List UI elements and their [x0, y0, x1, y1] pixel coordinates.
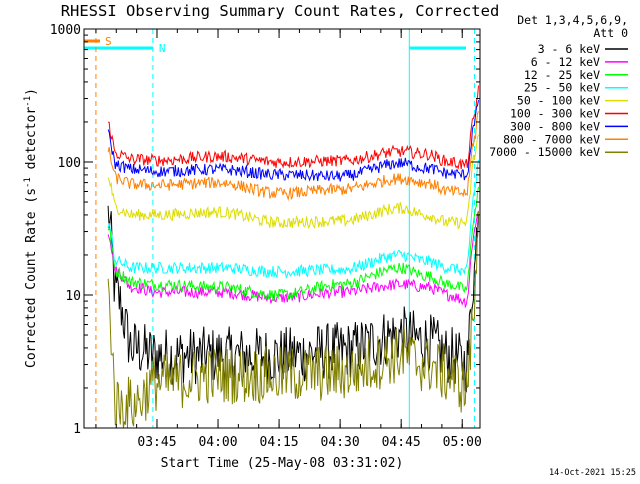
y-tick-label: 1 — [73, 422, 81, 437]
legend-header-line1: Det 1,3,4,5,6,9, — [517, 13, 628, 27]
series-line-7 — [107, 100, 479, 182]
legend-label: 800 - 7000 keV — [503, 132, 600, 146]
y-tick-label: 100 — [58, 156, 81, 171]
x-tick-label: 04:15 — [260, 435, 299, 450]
saa-label: S — [105, 35, 112, 48]
series-line-6 — [108, 85, 479, 170]
legend-label: 100 - 300 keV — [510, 107, 600, 121]
series-line-8 — [107, 111, 479, 201]
y-axis-label: Corrected Count Rate (s-1 detector-1) — [23, 88, 39, 368]
legend-label: 25 - 50 keV — [524, 81, 600, 95]
y-tick-label: 10 — [65, 289, 81, 304]
legend-label: 7000 - 15000 keV — [489, 145, 600, 159]
x-tick-label: 03:45 — [137, 435, 176, 450]
legend-label: 50 - 100 keV — [517, 94, 600, 108]
legend-label: 300 - 800 keV — [510, 119, 600, 133]
series-line-5 — [107, 134, 479, 230]
x-tick-label: 04:00 — [198, 435, 237, 450]
series-line-3 — [107, 186, 479, 302]
footer-date: 14-Oct-2021 15:25 — [549, 468, 636, 478]
x-tick-label: 04:45 — [382, 435, 421, 450]
series-line-4 — [107, 159, 479, 279]
legend-label: 3 - 6 keV — [538, 42, 600, 56]
series-line-9 — [107, 212, 479, 429]
y-tick-label: 1000 — [50, 23, 81, 38]
x-tick-label: 05:00 — [443, 435, 482, 450]
night-label: N — [159, 42, 166, 55]
legend-label: 12 - 25 keV — [524, 68, 600, 82]
x-axis-label: Start Time (25-May-08 03:31:02) — [161, 456, 404, 471]
legend-label: 6 - 12 keV — [531, 55, 600, 69]
legend-header-line2: Att 0 — [593, 26, 628, 40]
chart-title: RHESSI Observing Summary Count Rates, Co… — [61, 2, 500, 20]
plot-frame — [83, 28, 481, 429]
x-tick-label: 04:30 — [321, 435, 360, 450]
